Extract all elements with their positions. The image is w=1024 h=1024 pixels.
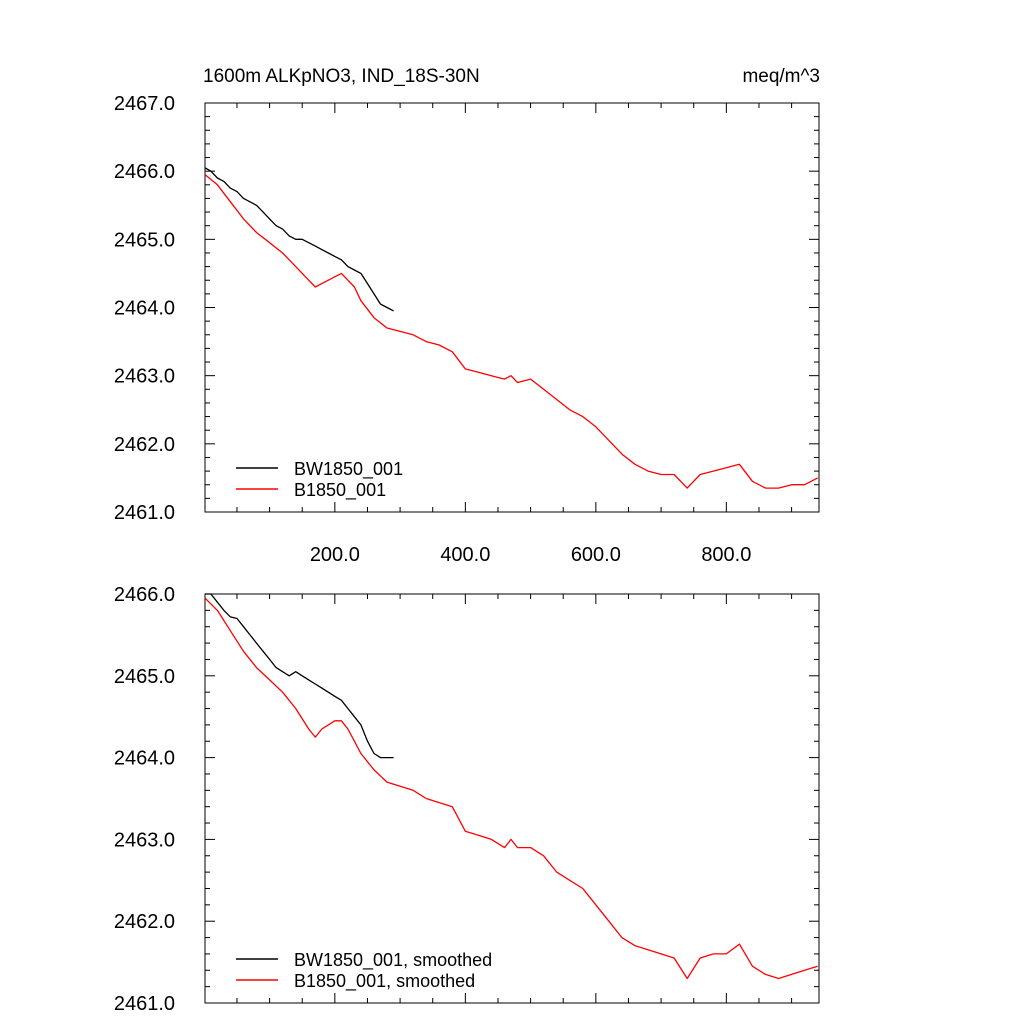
y-tick-label: 2462.0 <box>114 434 175 456</box>
legend-label: B1850_001 <box>294 480 386 501</box>
y-tick-label: 2464.0 <box>114 298 175 320</box>
x-tick-label: 200.0 <box>310 544 360 566</box>
series-line-bw1850-001 <box>204 167 394 312</box>
bottom-panel: 2461.0 2462.0 2463.0 2464.0 2465.0 2466.0 BW18… <box>114 584 820 1015</box>
legend-label: B1850_001, smoothed <box>294 971 475 992</box>
y-tick-label: 2466.0 <box>114 584 175 606</box>
units-label: meq/m^3 <box>742 66 820 87</box>
x-tick-label: 600.0 <box>571 544 621 566</box>
plot-frame <box>204 593 820 1004</box>
plot-frame <box>204 102 820 513</box>
y-tick-label: 2466.0 <box>114 161 175 183</box>
y-tick-label: 2461.0 <box>114 502 175 524</box>
series-line-b1850-001 <box>204 174 818 489</box>
y-tick-label: 2462.0 <box>114 911 175 933</box>
x-tick-label: 800.0 <box>701 544 751 566</box>
y-tick-label: 2465.0 <box>114 229 175 251</box>
y-tick-label: 2463.0 <box>114 829 175 851</box>
y-tick-label: 2461.0 <box>114 993 175 1015</box>
y-tick-label: 2465.0 <box>114 666 175 688</box>
y-tick-label: 2463.0 <box>114 366 175 388</box>
x-tick-label: 400.0 <box>440 544 490 566</box>
series-line-b1850-001-smoothed <box>204 597 818 980</box>
top-panel: 2461.0 2462.0 2463.0 2464.0 2465.0 2466.0 2467… <box>114 93 820 566</box>
chart-title: 1600m ALKpNO3, IND_18S-30N <box>203 66 480 87</box>
y-tick-label: 2464.0 <box>114 748 175 770</box>
y-tick-label: 2467.0 <box>114 93 175 115</box>
series-line-bw1850-001-smoothed <box>205 593 394 759</box>
legend-label: BW1850_001, smoothed <box>294 950 492 971</box>
legend-label: BW1850_001 <box>294 459 403 480</box>
